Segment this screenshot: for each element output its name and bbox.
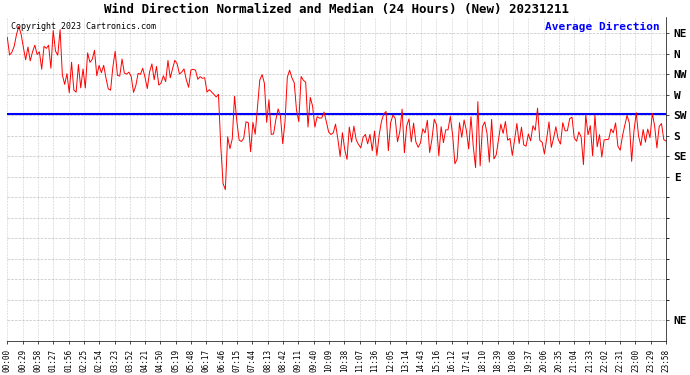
Text: Average Direction: Average Direction bbox=[544, 22, 660, 32]
Text: Copyright 2023 Cartronics.com: Copyright 2023 Cartronics.com bbox=[10, 22, 155, 31]
Title: Wind Direction Normalized and Median (24 Hours) (New) 20231211: Wind Direction Normalized and Median (24… bbox=[104, 3, 569, 16]
